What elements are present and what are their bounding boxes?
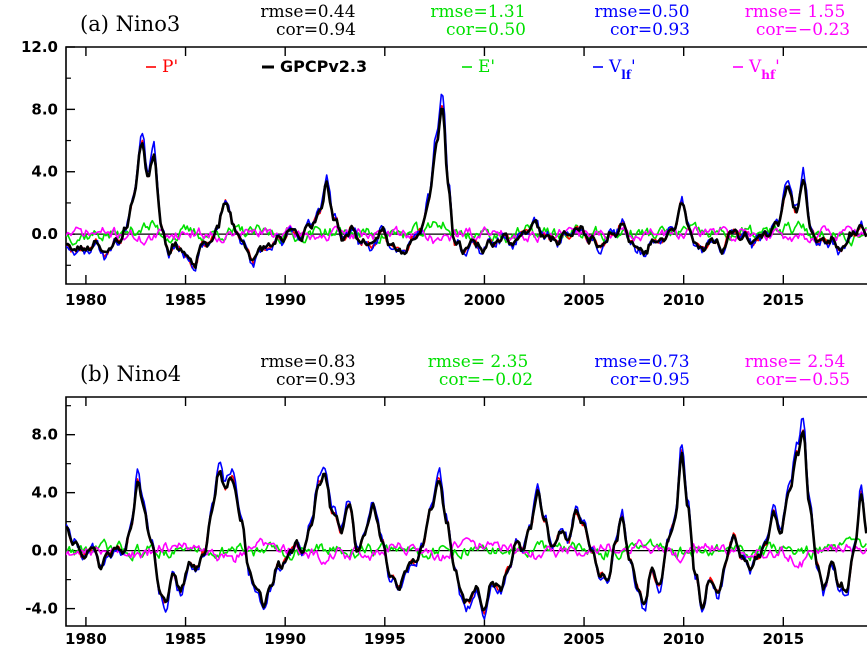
x-tick-label: 2000 xyxy=(464,291,506,309)
stat-cor: cor=0.50 xyxy=(446,20,526,40)
series-line-gpcp xyxy=(66,107,867,270)
stat-rmse: rmse=0.50 xyxy=(594,2,689,22)
stat-rmse: rmse=1.31 xyxy=(430,2,525,22)
y-tick-label: 12.0 xyxy=(21,38,58,56)
series-line-p xyxy=(66,105,867,269)
series-line-vhf xyxy=(66,537,867,569)
y-tick-label: 8.0 xyxy=(31,426,58,444)
panel-title: (b) Nino4 xyxy=(80,362,181,386)
stat-cor: cor=−0.02 xyxy=(439,370,533,390)
axes-frame xyxy=(65,396,867,627)
y-tick-label: -4.0 xyxy=(25,600,58,618)
stat-rmse: rmse=0.44 xyxy=(260,2,355,22)
x-tick-label: 2015 xyxy=(762,291,804,309)
legend-label: Vlf' xyxy=(608,57,636,82)
x-tick-label: 1990 xyxy=(264,291,306,309)
plot-area: 8.0 4.0 0.0 -4.0 1980 1985 1990 1995 2000 2005 201… xyxy=(25,396,867,648)
panel-nino3: (a) Nino3 rmse=0.44cor=0.94rmse=1.31cor=… xyxy=(21,2,867,309)
x-tick-label: 1995 xyxy=(364,630,406,648)
legend-label: E' xyxy=(478,57,495,77)
x-tick-label: 2010 xyxy=(663,291,705,309)
series-line-vlf xyxy=(66,93,867,272)
stat-cor: cor=−0.55 xyxy=(756,370,850,390)
x-tick-label: 2015 xyxy=(762,630,804,648)
legend-label: Vhf' xyxy=(748,57,780,82)
stat-cor: cor=−0.23 xyxy=(756,20,850,40)
series-line-vhf xyxy=(66,224,867,246)
x-tick-label: 2010 xyxy=(663,630,705,648)
stat-rmse: rmse= 2.54 xyxy=(745,352,846,372)
y-tick-label: 8.0 xyxy=(31,100,58,118)
series-line-e xyxy=(66,219,867,247)
stat-rmse: rmse= 2.35 xyxy=(428,352,529,372)
stat-cor: cor=0.93 xyxy=(276,370,356,390)
series-line-vlf xyxy=(66,417,867,620)
x-tick-label: 1985 xyxy=(165,291,207,309)
stat-rmse: rmse=0.83 xyxy=(260,352,355,372)
series-line-gpcp xyxy=(66,430,867,612)
stat-rmse: rmse= 1.55 xyxy=(745,2,846,22)
y-tick-label: 4.0 xyxy=(31,163,58,181)
panel-title: (a) Nino3 xyxy=(80,12,180,36)
x-tick-label: 1990 xyxy=(264,630,306,648)
stat-cor: cor=0.94 xyxy=(276,20,356,40)
y-tick-label: 4.0 xyxy=(31,484,58,502)
x-tick-label: 2005 xyxy=(563,630,605,648)
x-tick-label: 2000 xyxy=(464,630,506,648)
stat-cor: cor=0.93 xyxy=(610,20,690,40)
series-line-p xyxy=(66,429,867,615)
y-tick-label: 0.0 xyxy=(31,542,58,560)
legend-label: P' xyxy=(162,57,178,77)
x-tick-label: 1985 xyxy=(165,630,207,648)
legend-label: GPCPv2.3 xyxy=(280,57,367,76)
stat-rmse: rmse=0.73 xyxy=(594,352,689,372)
x-tick-label: 1995 xyxy=(364,291,406,309)
stat-cor: cor=0.95 xyxy=(610,370,690,390)
plot-area: 12.0 8.0 4.0 0.0 1980 1985 1990 1995 2000 2005 201… xyxy=(21,38,867,309)
y-tick-label: 0.0 xyxy=(31,225,58,243)
axes-frame xyxy=(65,46,867,285)
x-tick-label: 2005 xyxy=(563,291,605,309)
x-tick-label: 1980 xyxy=(65,291,107,309)
legend: P' GPCPv2.3 E' Vlf' Vhf' xyxy=(146,57,780,82)
x-tick-label: 1980 xyxy=(65,630,107,648)
